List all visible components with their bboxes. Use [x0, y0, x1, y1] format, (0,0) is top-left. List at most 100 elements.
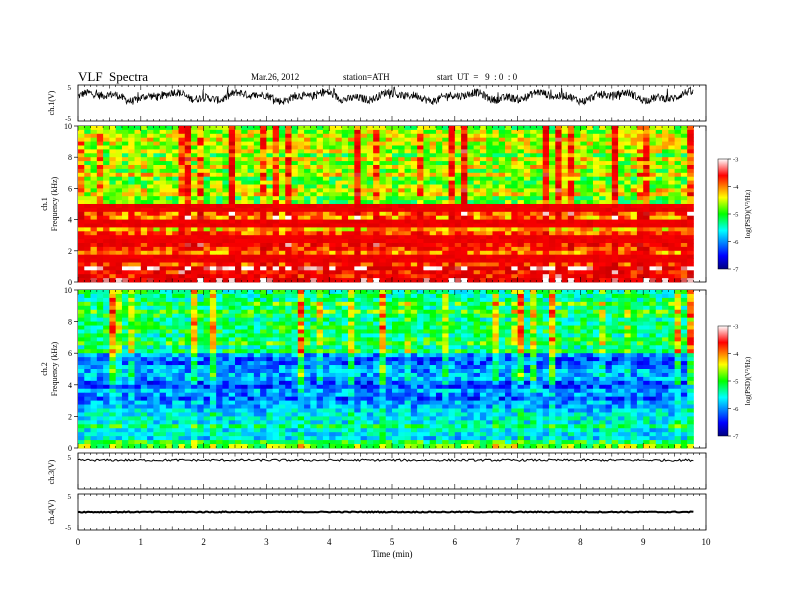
spectrogram-cell	[392, 231, 399, 236]
spectrogram-cell	[209, 305, 217, 311]
spectrogram-cell	[247, 188, 255, 193]
spectrogram-cell	[153, 145, 161, 150]
spectrogram-cell	[379, 243, 387, 248]
spectrogram-cell	[492, 141, 500, 146]
spectrogram-cell	[636, 219, 644, 224]
spectrogram-cell	[505, 172, 512, 178]
spectrogram-cell	[90, 180, 98, 185]
spectrogram-cell	[297, 168, 305, 174]
spectrogram-cell	[523, 188, 531, 193]
spectrogram-cell	[379, 313, 387, 319]
spectrogram-cell	[567, 157, 575, 162]
spectrogram-cell	[297, 184, 305, 189]
spectrogram-cell	[398, 250, 405, 256]
spectrogram-cell	[172, 235, 179, 240]
spectrogram-cell	[304, 204, 311, 209]
spectrogram-cell	[561, 235, 569, 240]
spectrogram-cell	[435, 297, 443, 303]
spectrogram-cell	[404, 192, 412, 197]
spectrogram-cell	[498, 161, 506, 166]
spectrogram-cell	[392, 161, 399, 166]
spectrogram-cell	[128, 133, 135, 139]
spectrogram-cell	[687, 293, 694, 299]
spectrogram-cell	[366, 313, 374, 319]
spectrogram-cell	[316, 305, 324, 311]
spectrogram-cell	[611, 196, 619, 201]
spectrogram-cell	[178, 168, 186, 174]
spectrogram-cell	[385, 161, 393, 166]
spectrogram-cell	[417, 161, 424, 166]
spectrogram-cell	[272, 293, 280, 299]
spectrogram-cell	[297, 180, 305, 185]
spectrogram-cell	[209, 176, 217, 181]
spectrogram-cell	[655, 165, 663, 170]
spectrogram-cell	[159, 223, 167, 228]
spectrogram-cell	[266, 262, 274, 267]
spectrogram-cell	[442, 290, 449, 295]
spectrogram-cell	[316, 293, 324, 299]
spectrogram-cell	[366, 192, 374, 197]
spectrogram-cell	[536, 168, 544, 174]
spectrogram-cell	[542, 313, 550, 319]
spectrogram-cell	[266, 243, 274, 248]
spectrogram-cell	[222, 168, 230, 174]
spectrogram-cell	[310, 126, 318, 131]
spectrogram-cell	[140, 231, 148, 236]
spectrogram-cell	[140, 176, 148, 181]
spectrogram-cell	[341, 180, 349, 185]
spectrogram-cell	[278, 313, 286, 319]
spectrogram-cell	[385, 215, 393, 220]
spectrogram-cell	[272, 258, 280, 263]
spectrogram-cell	[505, 188, 512, 193]
spectrogram-cell	[278, 321, 286, 326]
spectrogram-cell	[84, 290, 91, 295]
spectrogram-cell	[310, 297, 318, 303]
spectrogram-cell	[580, 231, 588, 236]
spectrogram-cell	[291, 297, 299, 303]
spectrogram-cell	[655, 313, 663, 319]
spectrogram-cell	[542, 129, 550, 135]
spectrogram-cell	[228, 145, 236, 150]
spectrogram-cell	[649, 180, 657, 185]
spectrogram-cell	[618, 231, 625, 236]
spectrogram-cell	[454, 243, 462, 248]
spectrogram-cell	[498, 321, 506, 326]
spectrogram-cell	[385, 278, 393, 283]
spectrogram-cell	[410, 161, 418, 166]
spectrogram-cell	[580, 258, 588, 263]
spectrogram-cell	[366, 137, 374, 142]
spectrogram-cell	[266, 126, 274, 131]
spectrogram-cell	[467, 274, 475, 279]
spectrogram-cell	[630, 270, 638, 275]
spectrogram-cell	[341, 305, 349, 311]
spectrogram-cell	[435, 129, 443, 135]
spectrogram-cell	[209, 313, 217, 319]
spectrogram-cell	[448, 126, 456, 131]
spectrogram-cell	[360, 313, 368, 319]
spectrogram-cell	[680, 172, 688, 178]
spectrogram-cell	[128, 266, 135, 271]
spectrogram-cell	[536, 250, 544, 256]
spectrogram-cell	[580, 274, 588, 279]
spectrogram-cell	[442, 137, 449, 142]
spectrogram-cell	[680, 313, 688, 319]
spectrogram-cell	[253, 133, 261, 139]
spectrogram-cell	[373, 215, 380, 220]
spectrogram-cell	[96, 145, 104, 150]
spectrogram-cell	[178, 219, 186, 224]
spectrogram-cell	[605, 270, 613, 275]
spectrogram-cell	[348, 317, 355, 322]
spectrogram-cell	[341, 188, 349, 193]
spectrogram-cell	[354, 321, 361, 326]
spectrogram-cell	[191, 153, 198, 158]
spectrogram-cell	[592, 129, 600, 135]
spectrogram-cell	[505, 290, 512, 295]
spectrogram-cell	[172, 239, 179, 244]
spectrogram-cell	[662, 149, 669, 154]
spectrogram-cell	[191, 293, 198, 299]
spectrogram-cell	[417, 172, 424, 178]
spectrogram-cell	[605, 258, 613, 263]
spectrogram-cell	[297, 149, 305, 154]
spectrogram-cell	[643, 258, 650, 263]
spectrogram-cell	[128, 235, 135, 240]
